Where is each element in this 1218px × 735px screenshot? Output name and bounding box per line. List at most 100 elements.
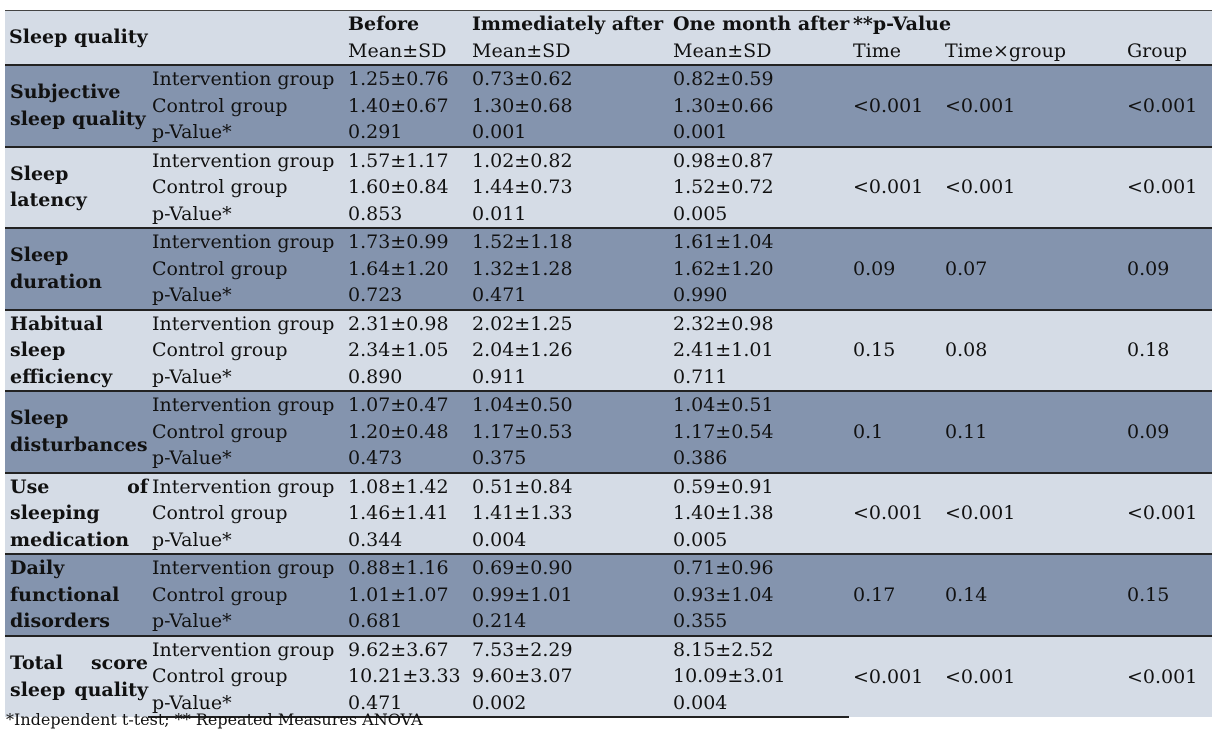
cell-one-month: 0.001 (669, 119, 849, 147)
cell-before: 1.73±0.99 (344, 227, 468, 256)
anova-time: <0.001 (849, 64, 941, 147)
cell-immediately: 0.004 (468, 526, 669, 554)
header-time: Time (849, 37, 941, 65)
table-row: p-Value* 0.890 0.911 0.711 (5, 363, 1212, 391)
header-mean-sd-one-month: Mean±SD (669, 37, 849, 65)
table-row: p-Value* 0.723 0.471 0.990 (5, 282, 1212, 310)
table-row: Control group 1.60±0.84 1.44±0.73 1.52±0.72 (5, 174, 1212, 201)
table-row: p-Value* 0.471 0.002 0.004 (5, 689, 1212, 718)
anova-time: <0.001 (849, 145, 941, 228)
anova-time-group: 0.14 (941, 553, 1123, 636)
cell-before: 0.890 (344, 363, 468, 391)
cell-immediately: 1.44±0.73 (468, 174, 669, 201)
cell-before: 1.01±1.07 (344, 581, 468, 608)
cell-one-month: 0.005 (669, 526, 849, 554)
table-row: p-Value* 0.853 0.011 0.005 (5, 200, 1212, 228)
cell-immediately: 9.60±3.07 (468, 663, 669, 690)
row-label: p-Value* (148, 608, 344, 636)
domain-label: Sleep disturbances (5, 390, 148, 473)
cell-before: 1.57±1.17 (344, 145, 468, 174)
row-label: Intervention group (148, 553, 344, 582)
cell-immediately: 1.41±1.33 (468, 500, 669, 527)
anova-group: 0.09 (1123, 390, 1212, 473)
anova-group: <0.001 (1123, 634, 1212, 717)
domain-label: Use of sleeping medication (5, 471, 148, 554)
cell-immediately: 0.99±1.01 (468, 581, 669, 608)
cell-one-month: 0.71±0.96 (669, 553, 849, 582)
row-label: Control group (148, 663, 344, 690)
row-label: Intervention group (148, 471, 344, 500)
header-mean-sd-before: Mean±SD (344, 37, 468, 65)
anova-group: 0.18 (1123, 308, 1212, 391)
cell-immediately: 0.911 (468, 363, 669, 391)
cell-before: 1.60±0.84 (344, 174, 468, 201)
table-row: Control group 1.46±1.41 1.41±1.33 1.40±1.38 (5, 500, 1212, 527)
header-group: Group (1123, 37, 1212, 65)
anova-group: 0.09 (1123, 227, 1212, 310)
table-row: Control group 10.21±3.33 9.60±3.07 10.09±3.… (5, 663, 1212, 690)
cell-immediately: 1.04±0.50 (468, 390, 669, 419)
cell-immediately: 0.001 (468, 119, 669, 147)
row-label: Control group (148, 581, 344, 608)
cell-one-month: 0.59±0.91 (669, 471, 849, 500)
row-label: Control group (148, 500, 344, 527)
anova-time: <0.001 (849, 634, 941, 717)
table-row: Control group 1.20±0.48 1.17±0.53 1.17±0.54 (5, 418, 1212, 445)
cell-before: 1.08±1.42 (344, 471, 468, 500)
cell-one-month: 0.355 (669, 608, 849, 636)
row-label: Intervention group (148, 227, 344, 256)
domain-label: Sleep latency (5, 145, 148, 228)
cell-before: 0.88±1.16 (344, 553, 468, 582)
anova-group: <0.001 (1123, 64, 1212, 147)
header-p-value: **p-Value (849, 10, 1212, 38)
cell-immediately: 0.011 (468, 200, 669, 228)
anova-group: 0.15 (1123, 553, 1212, 636)
cell-before: 1.40±0.67 (344, 92, 468, 119)
table-row: Use of sleeping medication Intervention g… (5, 471, 1212, 554)
cell-immediately: 1.17±0.53 (468, 418, 669, 445)
cell-one-month: 0.82±0.59 (669, 64, 849, 93)
anova-time: 0.17 (849, 553, 941, 636)
row-label: p-Value* (148, 363, 344, 391)
cell-immediately: 0.51±0.84 (468, 471, 669, 500)
cell-before: 0.853 (344, 200, 468, 228)
cell-before: 2.31±0.98 (344, 308, 468, 337)
anova-time-group: 0.07 (941, 227, 1123, 310)
anova-time-group: 0.08 (941, 308, 1123, 391)
header-time-group: Time×group (941, 37, 1123, 65)
row-label: Control group (148, 92, 344, 119)
row-label: p-Value* (148, 200, 344, 228)
anova-time: 0.09 (849, 227, 941, 310)
row-label: Intervention group (148, 145, 344, 174)
anova-time-group: <0.001 (941, 471, 1123, 554)
cell-before: 2.34±1.05 (344, 337, 468, 364)
cell-one-month: 0.93±1.04 (669, 581, 849, 608)
cell-one-month: 1.62±1.20 (669, 255, 849, 282)
cell-one-month: 2.41±1.01 (669, 337, 849, 364)
cell-immediately: 0.002 (468, 689, 669, 718)
cell-one-month: 1.04±0.51 (669, 390, 849, 419)
cell-before: 1.20±0.48 (344, 418, 468, 445)
table-row: Total score sleep quality Intervention gr… (5, 634, 1212, 717)
row-label: p-Value* (148, 526, 344, 554)
table-row: Subjective sleep quality Intervention gro… (5, 64, 1212, 147)
cell-one-month: 10.09±3.01 (669, 663, 849, 690)
row-label: p-Value* (148, 282, 344, 310)
cell-one-month: 1.17±0.54 (669, 418, 849, 445)
table-row: Control group 1.01±1.07 0.99±1.01 0.93±1.04 (5, 581, 1212, 608)
table-row: Daily functional disorders Intervention g… (5, 553, 1212, 636)
cell-before: 1.07±0.47 (344, 390, 468, 419)
header-before: Before (344, 10, 468, 38)
table-row: Sleep latency Intervention group 1.57±1.17… (5, 145, 1212, 228)
anova-time-group: <0.001 (941, 145, 1123, 228)
anova-group: <0.001 (1123, 471, 1212, 554)
cell-immediately: 1.52±1.18 (468, 227, 669, 256)
cell-immediately: 0.471 (468, 282, 669, 310)
table-row: p-Value* 0.473 0.375 0.386 (5, 445, 1212, 473)
cell-before: 0.473 (344, 445, 468, 473)
anova-time: 0.1 (849, 390, 941, 473)
cell-one-month: 0.386 (669, 445, 849, 473)
table-row: Habitual sleep efficiency Intervention gr… (5, 308, 1212, 391)
table-row: p-Value* 0.344 0.004 0.005 (5, 526, 1212, 554)
header-sleep-quality: Sleep quality (5, 10, 344, 65)
